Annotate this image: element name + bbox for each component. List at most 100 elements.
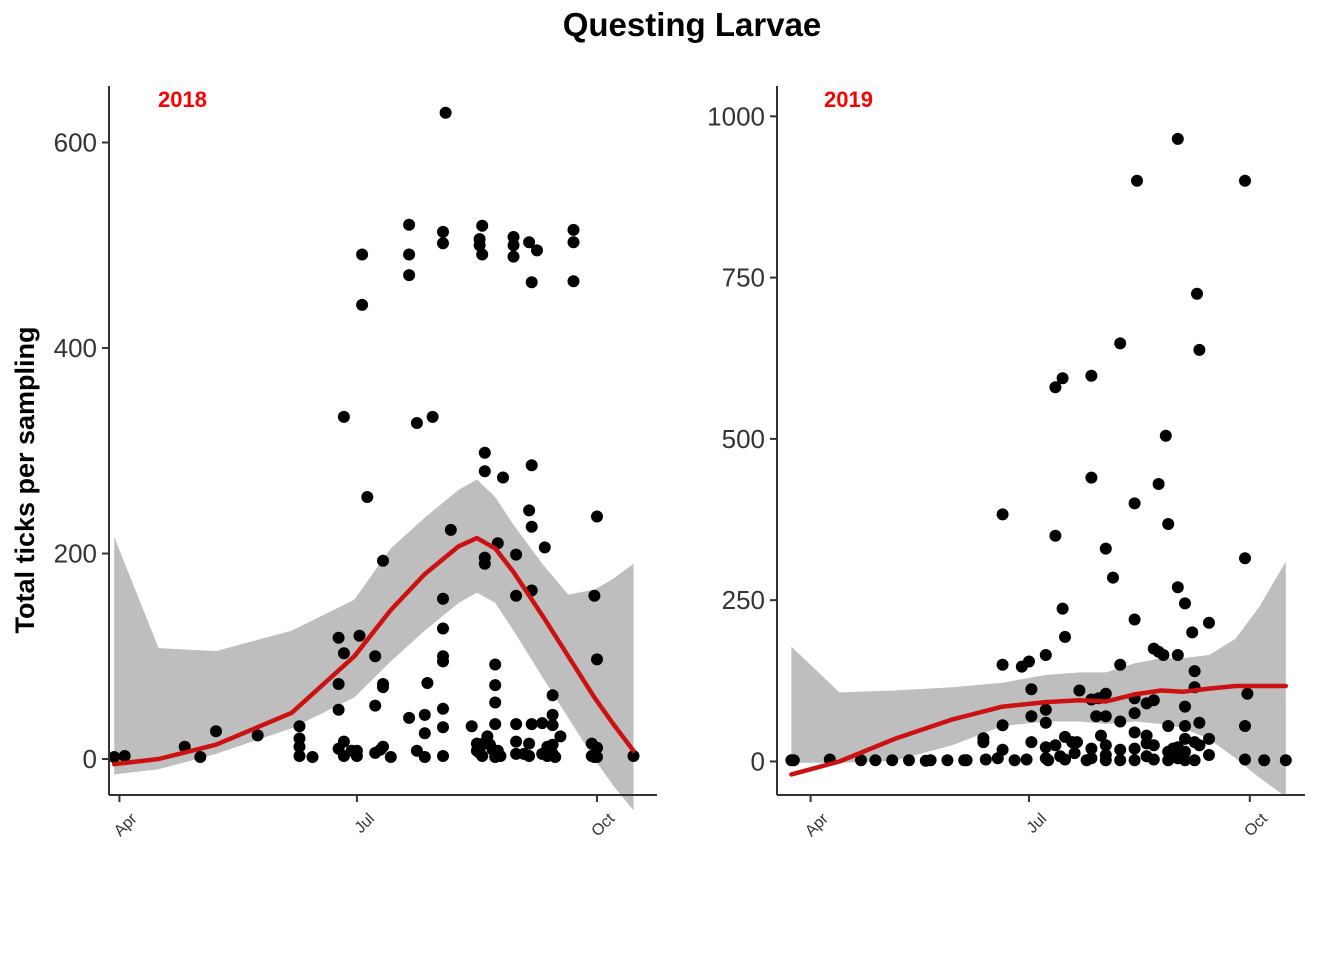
data-point (1059, 630, 1071, 643)
data-point (941, 754, 954, 767)
data-point (1099, 739, 1112, 752)
data-point (497, 471, 509, 484)
data-point (1179, 732, 1191, 745)
data-point (1114, 337, 1127, 350)
data-point (1056, 602, 1069, 615)
data-point (421, 677, 434, 689)
data-point (507, 231, 520, 243)
data-point (1171, 581, 1184, 594)
smooth-line (111, 535, 636, 767)
data-point (523, 750, 536, 762)
data-point (1059, 753, 1071, 766)
data-point (996, 719, 1009, 732)
data-point (437, 721, 449, 734)
smooth-line (789, 683, 1289, 777)
data-point (377, 740, 389, 753)
data-point (886, 754, 899, 767)
data-point (924, 754, 937, 767)
data-point (1239, 174, 1251, 187)
data-point (1025, 710, 1038, 723)
data-point (1049, 739, 1062, 752)
data-point (444, 523, 457, 536)
data-point (476, 219, 489, 232)
data-point (1128, 707, 1141, 720)
data-point (418, 727, 431, 740)
data-point (1147, 739, 1160, 752)
data-point (1193, 739, 1206, 752)
data-point (1128, 742, 1141, 755)
data-point (546, 689, 559, 702)
data-point (1162, 518, 1175, 530)
data-point (439, 106, 452, 119)
data-point (855, 754, 867, 767)
data-point (410, 417, 423, 429)
y-tick-label: 500 (722, 424, 765, 454)
data-point (996, 508, 1009, 521)
data-point (525, 276, 538, 289)
data-point (1162, 754, 1175, 767)
data-point (996, 658, 1009, 671)
data-point (473, 239, 486, 252)
data-point (1107, 571, 1119, 584)
data-point (1039, 741, 1052, 754)
data-point (1114, 658, 1127, 671)
data-point (977, 736, 990, 749)
data-point (350, 750, 363, 762)
x-tick-label: Jul (1024, 810, 1050, 836)
data-point (489, 696, 502, 709)
data-point (1186, 626, 1199, 639)
data-point (332, 703, 345, 716)
data-point (979, 753, 992, 766)
data-point (567, 275, 580, 288)
data-point (118, 750, 131, 762)
data-point (1152, 478, 1165, 490)
data-point (960, 754, 973, 767)
data-point (251, 729, 264, 742)
data-point (293, 720, 306, 733)
data-point (1039, 703, 1052, 716)
y-tick-label: 250 (722, 585, 765, 615)
data-point (1039, 649, 1052, 661)
data-point (1071, 736, 1083, 749)
data-point (1258, 754, 1271, 767)
data-point (1114, 715, 1127, 728)
data-point (1114, 754, 1127, 767)
data-point (437, 750, 449, 762)
data-point (1025, 736, 1038, 749)
data-point (403, 248, 416, 261)
data-point (426, 410, 439, 423)
x-tick-label: Jul (352, 810, 378, 836)
data-point (403, 269, 416, 282)
data-point (437, 702, 449, 715)
data-point (356, 248, 369, 261)
data-point (1023, 655, 1035, 668)
data-point (627, 750, 640, 762)
data-point (1025, 683, 1038, 696)
data-point (531, 244, 543, 257)
data-point (437, 592, 449, 605)
data-point (361, 491, 374, 503)
panel-year-label: 2019 (824, 87, 873, 112)
data-point (567, 236, 580, 249)
y-tick-label: 0 (751, 746, 765, 776)
data-point (538, 541, 551, 554)
y-tick-label: 600 (54, 128, 97, 158)
data-point (1039, 716, 1052, 729)
x-tick-label: Oct (589, 810, 619, 840)
data-point (332, 631, 345, 644)
data-point (476, 750, 489, 762)
data-point (1085, 369, 1098, 382)
data-point (1191, 287, 1203, 300)
data-point (1241, 687, 1254, 700)
data-point (1147, 753, 1160, 766)
data-point (356, 298, 369, 311)
data-point (108, 751, 121, 763)
data-point (1203, 749, 1215, 761)
data-point (591, 741, 603, 754)
y-axis-label: Total ticks per sampling (10, 326, 40, 633)
data-point (1179, 597, 1191, 610)
data-point (591, 653, 603, 666)
data-point (369, 699, 382, 712)
data-point (510, 735, 523, 748)
